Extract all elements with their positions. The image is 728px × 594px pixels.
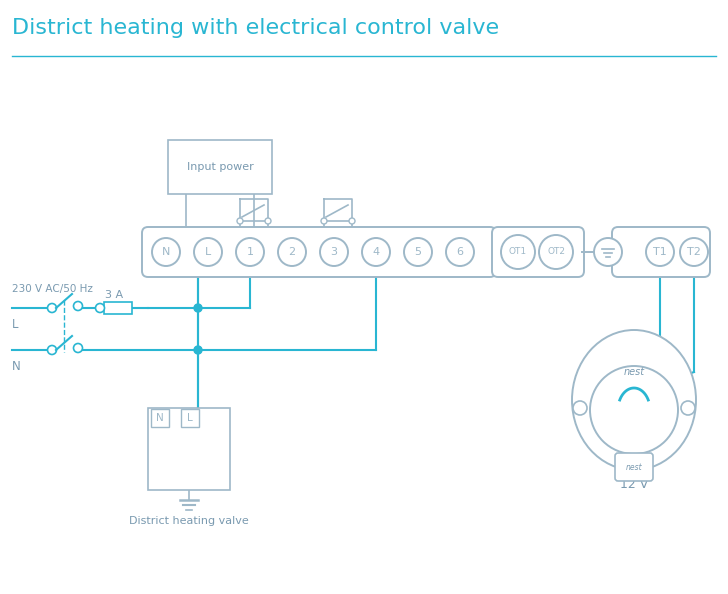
Text: N: N: [12, 360, 21, 373]
Text: Input power: Input power: [186, 162, 253, 172]
Circle shape: [681, 401, 695, 415]
Circle shape: [590, 366, 678, 454]
Text: OT2: OT2: [547, 248, 565, 257]
Text: L: L: [187, 413, 193, 423]
FancyBboxPatch shape: [612, 227, 710, 277]
Circle shape: [194, 304, 202, 312]
Text: 2: 2: [288, 247, 296, 257]
Circle shape: [321, 218, 327, 224]
Circle shape: [362, 238, 390, 266]
Circle shape: [194, 238, 222, 266]
Text: District heating valve: District heating valve: [129, 516, 249, 526]
FancyBboxPatch shape: [168, 140, 272, 194]
Text: 3: 3: [331, 247, 338, 257]
Circle shape: [95, 304, 105, 312]
Circle shape: [539, 235, 573, 269]
FancyBboxPatch shape: [104, 302, 132, 314]
Text: OT1: OT1: [509, 248, 527, 257]
Text: 5: 5: [414, 247, 422, 257]
Circle shape: [573, 401, 587, 415]
Circle shape: [404, 238, 432, 266]
Text: L: L: [12, 318, 18, 331]
Circle shape: [236, 238, 264, 266]
Circle shape: [320, 238, 348, 266]
Text: 3 A: 3 A: [105, 290, 123, 300]
Circle shape: [349, 218, 355, 224]
Circle shape: [194, 346, 202, 354]
FancyBboxPatch shape: [181, 409, 199, 427]
Circle shape: [278, 238, 306, 266]
Circle shape: [501, 235, 535, 269]
Text: N: N: [162, 247, 170, 257]
Circle shape: [47, 304, 57, 312]
Circle shape: [74, 343, 82, 352]
Ellipse shape: [572, 330, 696, 470]
Text: 4: 4: [373, 247, 379, 257]
Text: 12 V: 12 V: [620, 478, 648, 491]
Circle shape: [74, 302, 82, 311]
FancyBboxPatch shape: [148, 408, 230, 490]
FancyBboxPatch shape: [492, 227, 584, 277]
Text: nest: nest: [625, 463, 642, 472]
FancyBboxPatch shape: [151, 409, 169, 427]
Circle shape: [265, 218, 271, 224]
Circle shape: [152, 238, 180, 266]
Text: District heating with electrical control valve: District heating with electrical control…: [12, 18, 499, 38]
Circle shape: [594, 238, 622, 266]
Text: 6: 6: [456, 247, 464, 257]
Circle shape: [237, 218, 243, 224]
Circle shape: [446, 238, 474, 266]
Text: L: L: [205, 247, 211, 257]
FancyBboxPatch shape: [615, 453, 653, 481]
Text: N: N: [156, 413, 164, 423]
FancyBboxPatch shape: [142, 227, 496, 277]
Text: nest: nest: [623, 367, 644, 377]
Circle shape: [47, 346, 57, 355]
Text: T1: T1: [653, 247, 667, 257]
Circle shape: [680, 238, 708, 266]
Text: 1: 1: [247, 247, 253, 257]
Text: T2: T2: [687, 247, 701, 257]
Text: 230 V AC/50 Hz: 230 V AC/50 Hz: [12, 284, 93, 294]
Circle shape: [646, 238, 674, 266]
